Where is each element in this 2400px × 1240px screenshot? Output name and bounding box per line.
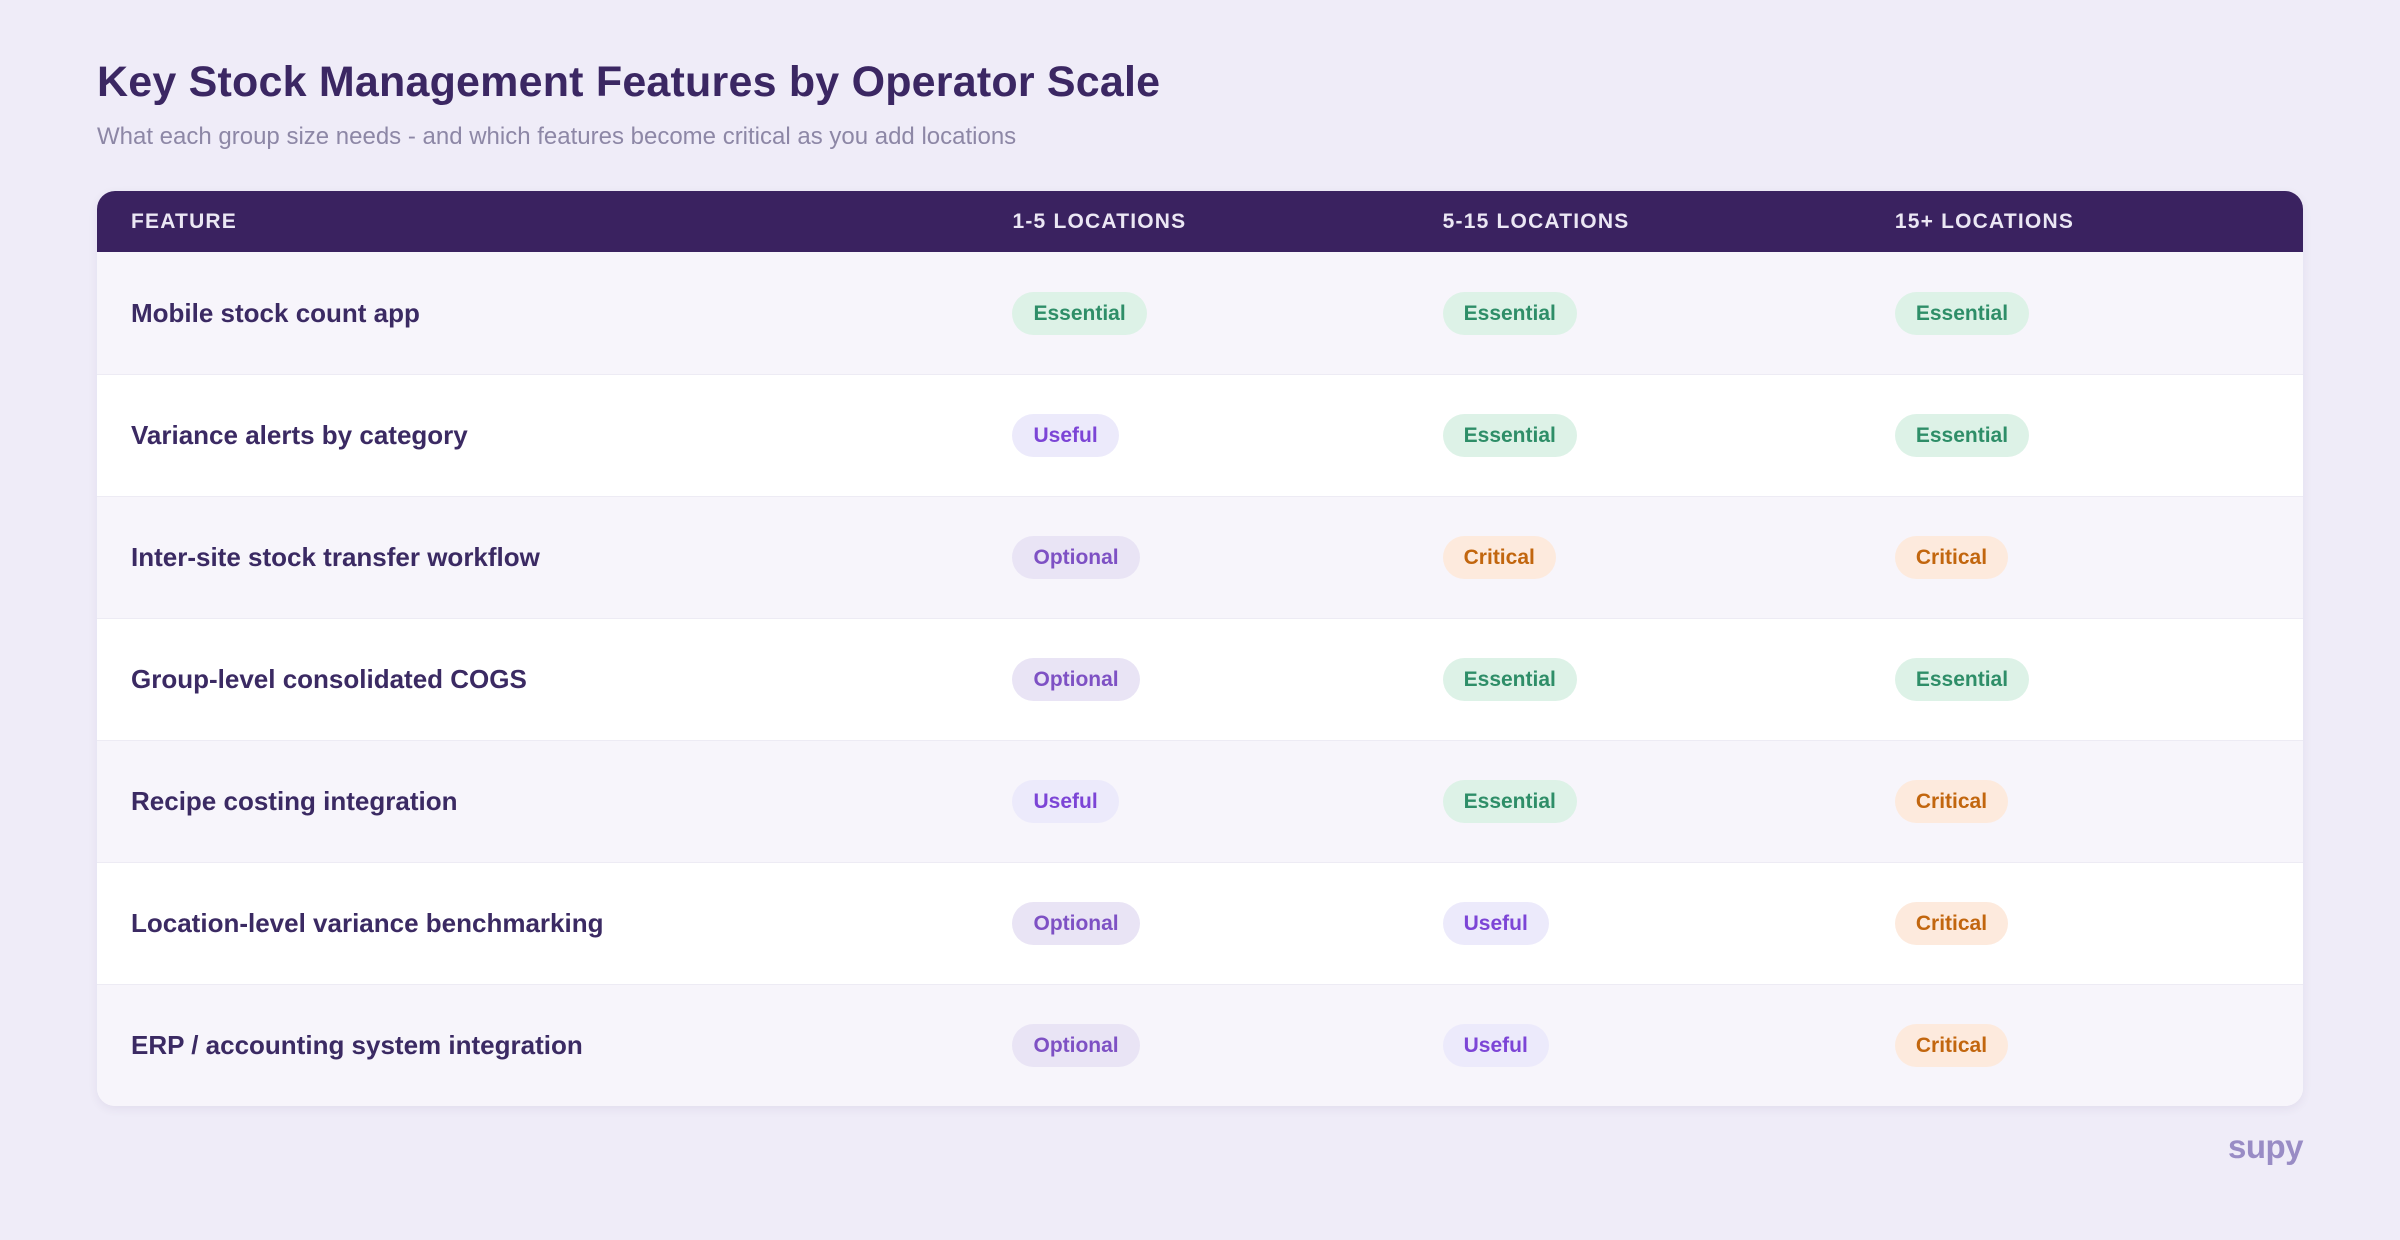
page-title: Key Stock Management Features by Operato… [97, 58, 1161, 106]
table-row: Recipe costing integration Useful Essent… [97, 740, 2303, 862]
table-row: Group-level consolidated COGS Optional E… [97, 618, 2303, 740]
status-badge: Essential [1442, 658, 1577, 701]
status-badge: Critical [1894, 902, 2009, 945]
table-row: Mobile stock count app Essential Essenti… [97, 252, 2303, 374]
feature-table: FEATURE 1-5 LOCATIONS 5-15 LOCATIONS 15+… [97, 191, 2303, 1106]
feature-name: ERP / accounting system integration [131, 1030, 583, 1060]
table-row: ERP / accounting system integration Opti… [97, 984, 2303, 1106]
feature-name: Location-level variance benchmarking [131, 908, 604, 938]
status-badge: Useful [1442, 902, 1549, 945]
supy-logo: supy [2227, 1128, 2304, 1165]
status-badge: Essential [1442, 414, 1577, 457]
status-badge: Essential [1012, 291, 1147, 335]
status-badge: Essential [1894, 414, 2030, 457]
status-badge: Critical [1894, 780, 2009, 823]
status-badge: Optional [1012, 658, 1140, 701]
status-badge: Optional [1012, 902, 1140, 945]
page-subtitle: What each group size needs - and which f… [97, 123, 1017, 150]
status-badge: Essential [1442, 291, 1577, 335]
status-badge: Optional [1012, 1024, 1140, 1067]
header-15plus-locations: 15+ LOCATIONS [1894, 209, 2075, 233]
header-1-5-locations: 1-5 LOCATIONS [1012, 209, 1187, 233]
header-5-15-locations: 5-15 LOCATIONS [1442, 209, 1630, 233]
status-badge: Essential [1442, 780, 1577, 823]
status-badge: Essential [1894, 658, 2030, 701]
status-badge: Critical [1442, 536, 1556, 579]
status-badge: Useful [1442, 1024, 1549, 1067]
table-row: Location-level variance benchmarking Opt… [97, 862, 2303, 984]
feature-name: Recipe costing integration [131, 786, 458, 816]
status-badge: Essential [1894, 291, 2030, 335]
status-badge: Useful [1012, 414, 1119, 457]
status-badge: Useful [1012, 780, 1119, 823]
footer: supy [97, 1128, 2304, 1166]
feature-name: Mobile stock count app [131, 297, 420, 328]
feature-name: Group-level consolidated COGS [131, 664, 527, 694]
feature-name: Variance alerts by category [131, 420, 468, 450]
status-badge: Critical [1894, 1024, 2009, 1067]
status-badge: Critical [1894, 536, 2009, 579]
table-header-row: FEATURE 1-5 LOCATIONS 5-15 LOCATIONS 15+… [97, 191, 2303, 252]
status-badge: Optional [1012, 536, 1140, 579]
feature-name: Inter-site stock transfer workflow [131, 542, 540, 572]
table-row: Variance alerts by category Useful Essen… [97, 374, 2303, 496]
table-row: Inter-site stock transfer workflow Optio… [97, 496, 2303, 618]
header-feature: FEATURE [131, 209, 238, 233]
